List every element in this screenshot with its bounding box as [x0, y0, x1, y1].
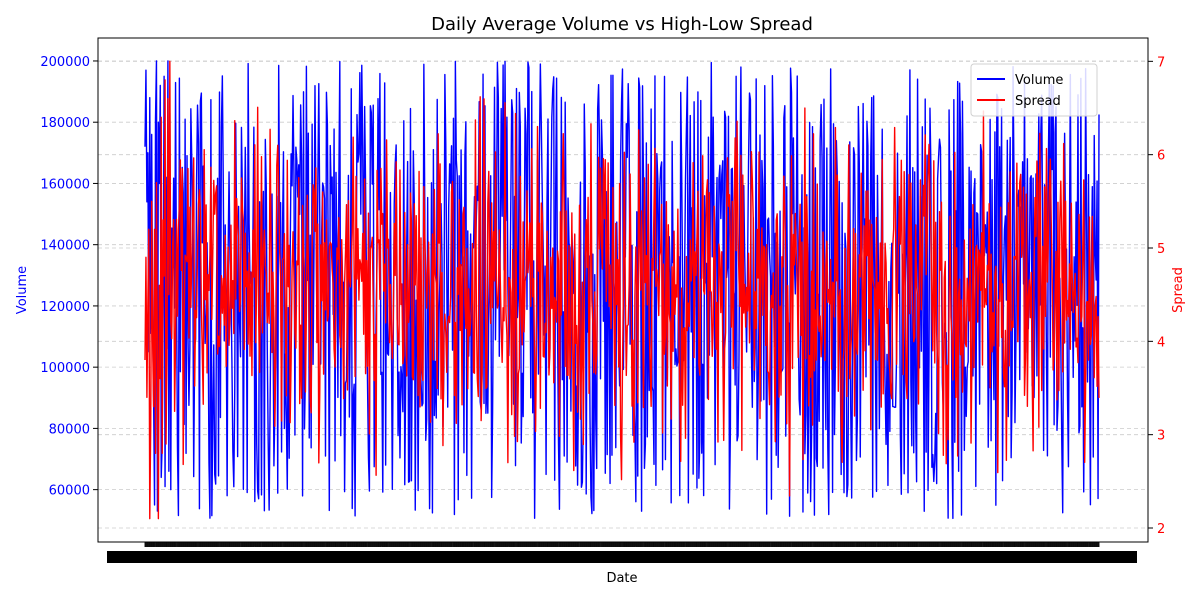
- y-right-tick-label-1: 3: [1157, 429, 1165, 444]
- legend-label-volume: Volume: [1015, 73, 1063, 88]
- y-right-tick-label-4: 6: [1157, 149, 1165, 164]
- y-left-tick-label-5: 160000: [40, 177, 90, 192]
- y-right-axis-title: Spread: [1171, 267, 1186, 313]
- y-left-tick-label-6: 180000: [40, 116, 90, 131]
- y-left-tick-label-0: 60000: [49, 484, 90, 499]
- chart-title: Daily Average Volume vs High-Low Spread: [431, 14, 813, 35]
- y-right-tick-label-0: 2: [1157, 522, 1165, 537]
- x-axis-title: Date: [606, 571, 637, 586]
- y-right-tick-label-2: 4: [1157, 335, 1165, 350]
- legend: Volume Spread: [971, 64, 1097, 116]
- y-left-tick-label-4: 140000: [40, 239, 90, 254]
- y-left-tick-label-2: 100000: [40, 361, 90, 376]
- x-tick-labels-overlapped: [107, 551, 1137, 563]
- y-right-tick-label-5: 7: [1157, 55, 1165, 70]
- legend-label-spread: Spread: [1015, 94, 1061, 109]
- y-left-tick-label-3: 120000: [40, 300, 90, 315]
- y-left-tick-label-7: 200000: [40, 55, 90, 70]
- y-left-axis-title: Volume: [15, 266, 30, 314]
- y-left-tick-label-1: 80000: [49, 422, 90, 437]
- y-right-tick-label-3: 5: [1157, 242, 1165, 257]
